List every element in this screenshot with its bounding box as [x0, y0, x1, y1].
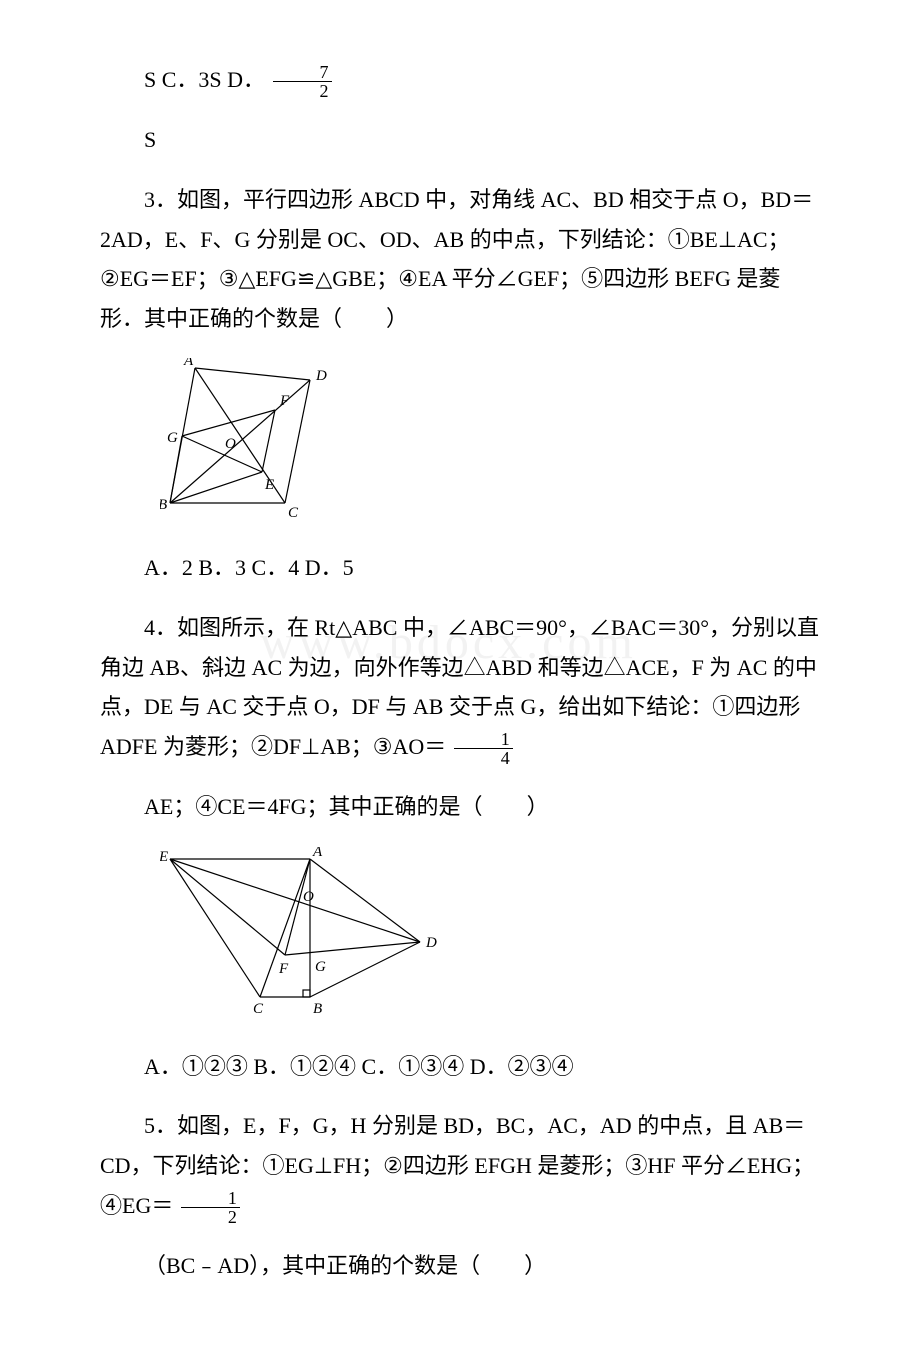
- svg-text:A: A: [183, 358, 194, 369]
- q5-stem-a: 5．如图，E，F，G，H 分别是 BD，BC，AC，AD 的中点，且 AB＝CD…: [100, 1106, 820, 1226]
- svg-text:O: O: [225, 436, 236, 452]
- q3-diagram-svg: A D B C O F E G: [160, 358, 340, 528]
- q4-diagram-svg: E A C B D F G O: [160, 847, 450, 1027]
- svg-text:D: D: [425, 935, 437, 951]
- fraction-1-4: 1 4: [454, 730, 513, 767]
- q3-figure: A D B C O F E G: [160, 358, 820, 528]
- frac-num: 7: [273, 63, 332, 82]
- svg-text:B: B: [160, 497, 167, 513]
- svg-text:E: E: [264, 477, 274, 493]
- frac-num: 1: [181, 1189, 240, 1208]
- svg-text:C: C: [288, 505, 299, 521]
- frag-S: S: [144, 127, 156, 152]
- frac-den: 2: [181, 1208, 240, 1226]
- q3-stem: 3．如图，平行四边形 ABCD 中，对角线 AC、BD 相交于点 O，BD＝2A…: [100, 180, 820, 338]
- q5-stem-b: （BC﹣AD），其中正确的个数是（ ）: [100, 1246, 820, 1286]
- fraction-7-2: 7 2: [273, 63, 332, 100]
- fraction-1-2: 1 2: [181, 1189, 240, 1226]
- q4-stem-b: AE；④CE＝4FG；其中正确的是（ ）: [100, 787, 820, 827]
- q4-options: A．①②③ B．①②④ C．①③④ D．②③④: [100, 1047, 820, 1087]
- svg-text:D: D: [315, 368, 327, 384]
- svg-text:G: G: [315, 959, 326, 975]
- frac-den: 4: [454, 749, 513, 767]
- frac-num: 1: [454, 730, 513, 749]
- svg-text:O: O: [303, 889, 314, 905]
- svg-text:A: A: [312, 847, 323, 860]
- q4-stem-a: 4．如图所示，在 Rt△ABC 中，∠ABC＝90°，∠BAC＝30°，分别以直…: [100, 608, 820, 767]
- frag-options-line2: S: [100, 120, 820, 160]
- svg-text:F: F: [278, 961, 289, 977]
- svg-text:F: F: [279, 393, 290, 409]
- svg-text:G: G: [167, 430, 178, 446]
- q4-figure: E A C B D F G O: [160, 847, 820, 1027]
- svg-text:E: E: [160, 849, 168, 865]
- q3-options: A．2 B．3 C．4 D．5: [100, 548, 820, 588]
- svg-text:B: B: [313, 1001, 322, 1017]
- frac-den: 2: [273, 82, 332, 100]
- frag-options-line1: S C．3S D． 7 2: [100, 60, 820, 100]
- frag-text: S C．3S D．: [144, 67, 265, 92]
- svg-text:C: C: [253, 1001, 264, 1017]
